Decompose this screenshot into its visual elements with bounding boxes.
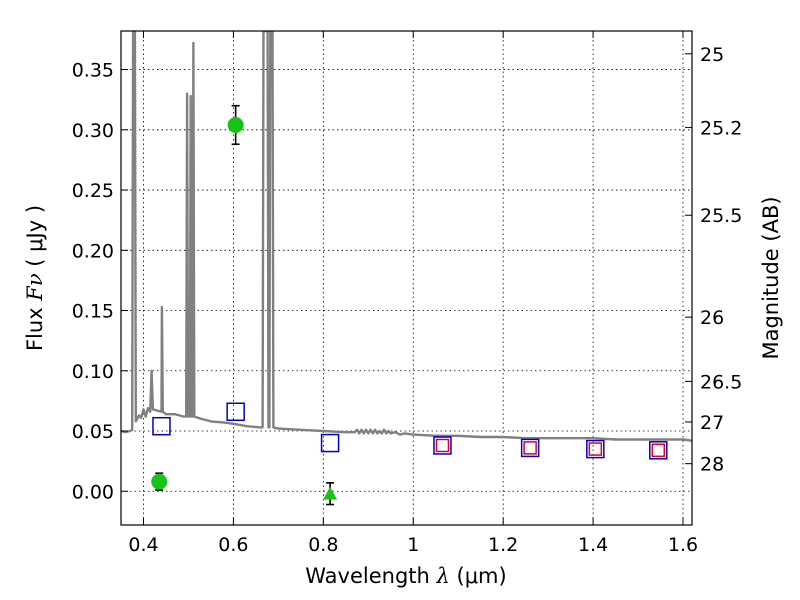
y-tick-label: 0.20 (72, 240, 114, 262)
model-flux-square-inner (588, 442, 603, 456)
x-axis-label-prefix: Wavelength (305, 564, 436, 588)
x-tick-label: 1.2 (488, 534, 518, 556)
plot-frame (120, 30, 693, 526)
model-flux-square (433, 436, 452, 455)
model-flux-square (226, 402, 245, 421)
model-flux-square (320, 433, 340, 453)
model-flux-square (649, 441, 668, 460)
y-axis-label-symbol: Fν (23, 273, 47, 302)
magnitude-tick-label: 25.5 (700, 205, 742, 227)
y-tick-label: 0.30 (72, 120, 114, 142)
x-tick-label: 0.6 (218, 534, 248, 556)
y-axis-label-prefix: Flux (23, 301, 47, 351)
x-axis-label: Wavelength λ (μm) (305, 564, 506, 588)
model-flux-square-inner (523, 441, 537, 455)
y-axis-label-suffix: ( μJy ) (23, 205, 47, 273)
data-layer (121, 31, 692, 506)
model-flux-square-inner (435, 438, 450, 453)
x-tick-label: 0.8 (308, 534, 338, 556)
x-tick-label: 1 (407, 534, 419, 556)
model-flux-square-inner (651, 443, 666, 458)
y-tick-label: 0.10 (72, 361, 114, 383)
observed-flux-point (151, 473, 168, 490)
model-flux-square (586, 439, 605, 459)
y-tick-label: 0.15 (72, 301, 114, 323)
ticks: 0.4 0.6 0.8 1 1.2 1.4 1.6 0.00 0.05 0.10 0.15 0.20 0… (72, 31, 742, 556)
x-tick-label: 1.6 (668, 534, 698, 556)
observed-flux-point (227, 116, 244, 133)
magnitude-tick-label: 27 (700, 412, 724, 434)
model-flux-square (152, 416, 171, 436)
plot-background (121, 31, 692, 525)
y2-axis-label: Magnitude (AB) (759, 196, 783, 359)
y-axis-label: Flux Fν ( μJy ) (23, 205, 47, 351)
y-tick-label: 0.05 (72, 421, 114, 443)
observed-flux-triangle (323, 486, 338, 500)
magnitude-tick-label: 26 (700, 307, 724, 329)
x-axis-label-symbol: λ (436, 564, 450, 588)
model-spectrum-line (121, 31, 692, 442)
magnitude-tick-label: 25 (700, 44, 724, 66)
y-tick-label: 0.25 (72, 180, 114, 202)
x-axis-label-suffix: (μm) (450, 564, 507, 588)
y-tick-label: 0.00 (72, 481, 114, 503)
magnitude-tick-label: 25.2 (700, 117, 742, 139)
magnitude-tick-label: 28 (700, 454, 724, 476)
y-tick-label: 0.35 (72, 60, 114, 82)
grid (121, 31, 692, 525)
model-flux-square (520, 438, 540, 458)
x-tick-label: 1.4 (578, 534, 608, 556)
magnitude-tick-label: 26.5 (700, 371, 742, 393)
x-tick-label: 0.4 (128, 534, 158, 556)
